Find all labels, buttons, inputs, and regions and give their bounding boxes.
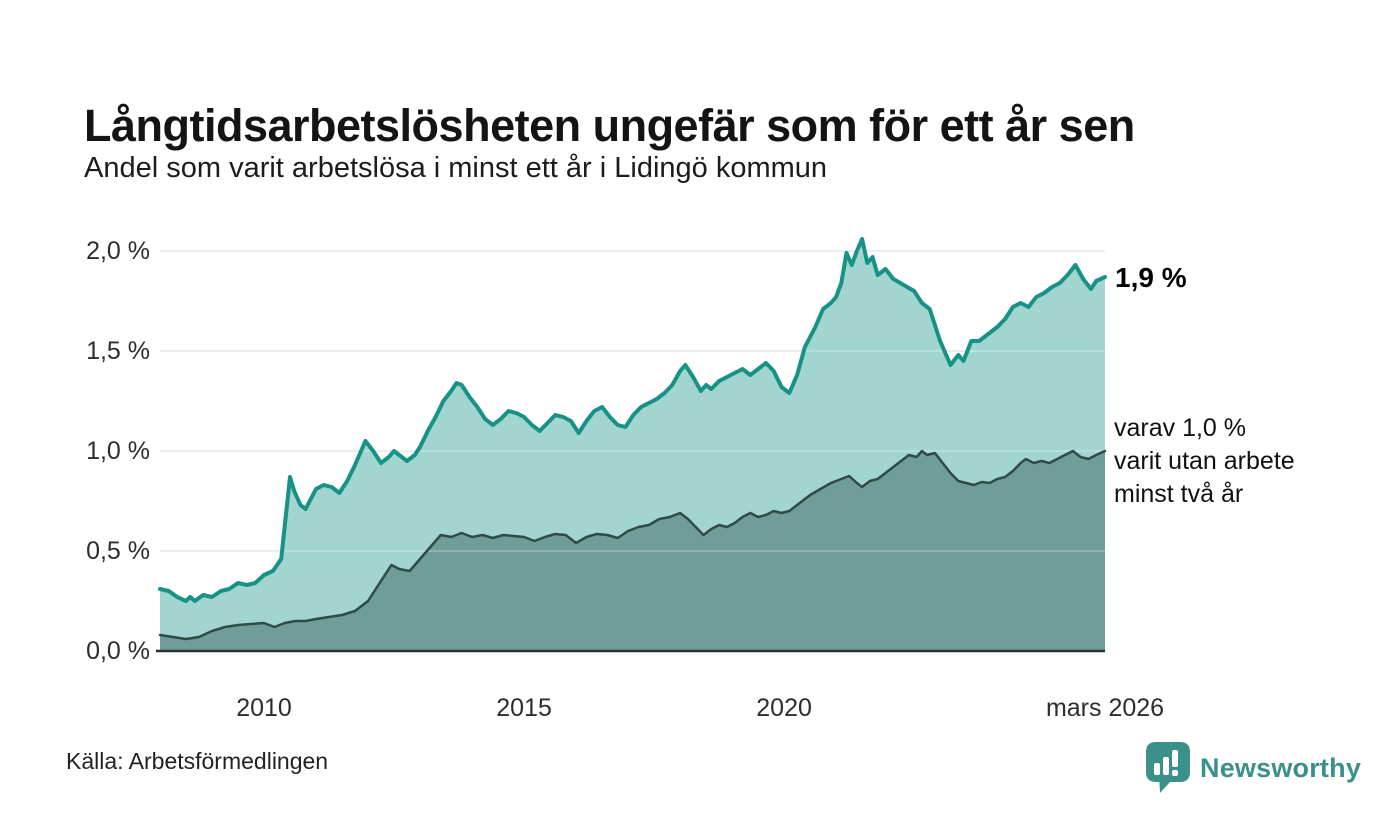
y-axis-tick-label: 1,5 % xyxy=(86,337,150,365)
annotation-line-3: minst två år xyxy=(1114,480,1244,508)
series1-line xyxy=(158,237,1107,603)
y-axis-tick-label: 2,0 % xyxy=(86,237,150,265)
x-axis-tick-label: 2015 xyxy=(496,694,552,722)
source-credit: Källa: Arbetsförmedlingen xyxy=(66,748,329,774)
annotation-line-1: varav 1,0 % xyxy=(1114,414,1247,442)
series2-line xyxy=(158,449,1107,641)
series1-end-value-label: 1,9 % xyxy=(1115,262,1187,293)
x-axis-tick-label: 2010 xyxy=(236,694,292,722)
brand-lockup: Newsworthy xyxy=(1146,742,1361,794)
brand-name: Newsworthy xyxy=(1200,752,1362,783)
newsworthy-logo-icon xyxy=(1146,742,1190,793)
y-axis-tick-label: 1,0 % xyxy=(86,437,150,465)
y-axis-tick-label: 0,0 % xyxy=(86,637,150,665)
series2-annotation: varav 1,0 % varit utan arbete minst två … xyxy=(1114,412,1295,511)
y-axis-tick-label: 0,5 % xyxy=(86,537,150,565)
chart-subtitle: Andel som varit arbetslösa i minst ett å… xyxy=(84,152,828,184)
page-title: Långtidsarbetslösheten ungefär som för e… xyxy=(84,100,1135,152)
annotation-line-2: varit utan arbete xyxy=(1114,447,1295,475)
x-axis-tick-label: 2020 xyxy=(756,694,812,722)
x-axis-tick-label: mars 2026 xyxy=(1045,694,1165,722)
series2-area xyxy=(160,451,1105,651)
